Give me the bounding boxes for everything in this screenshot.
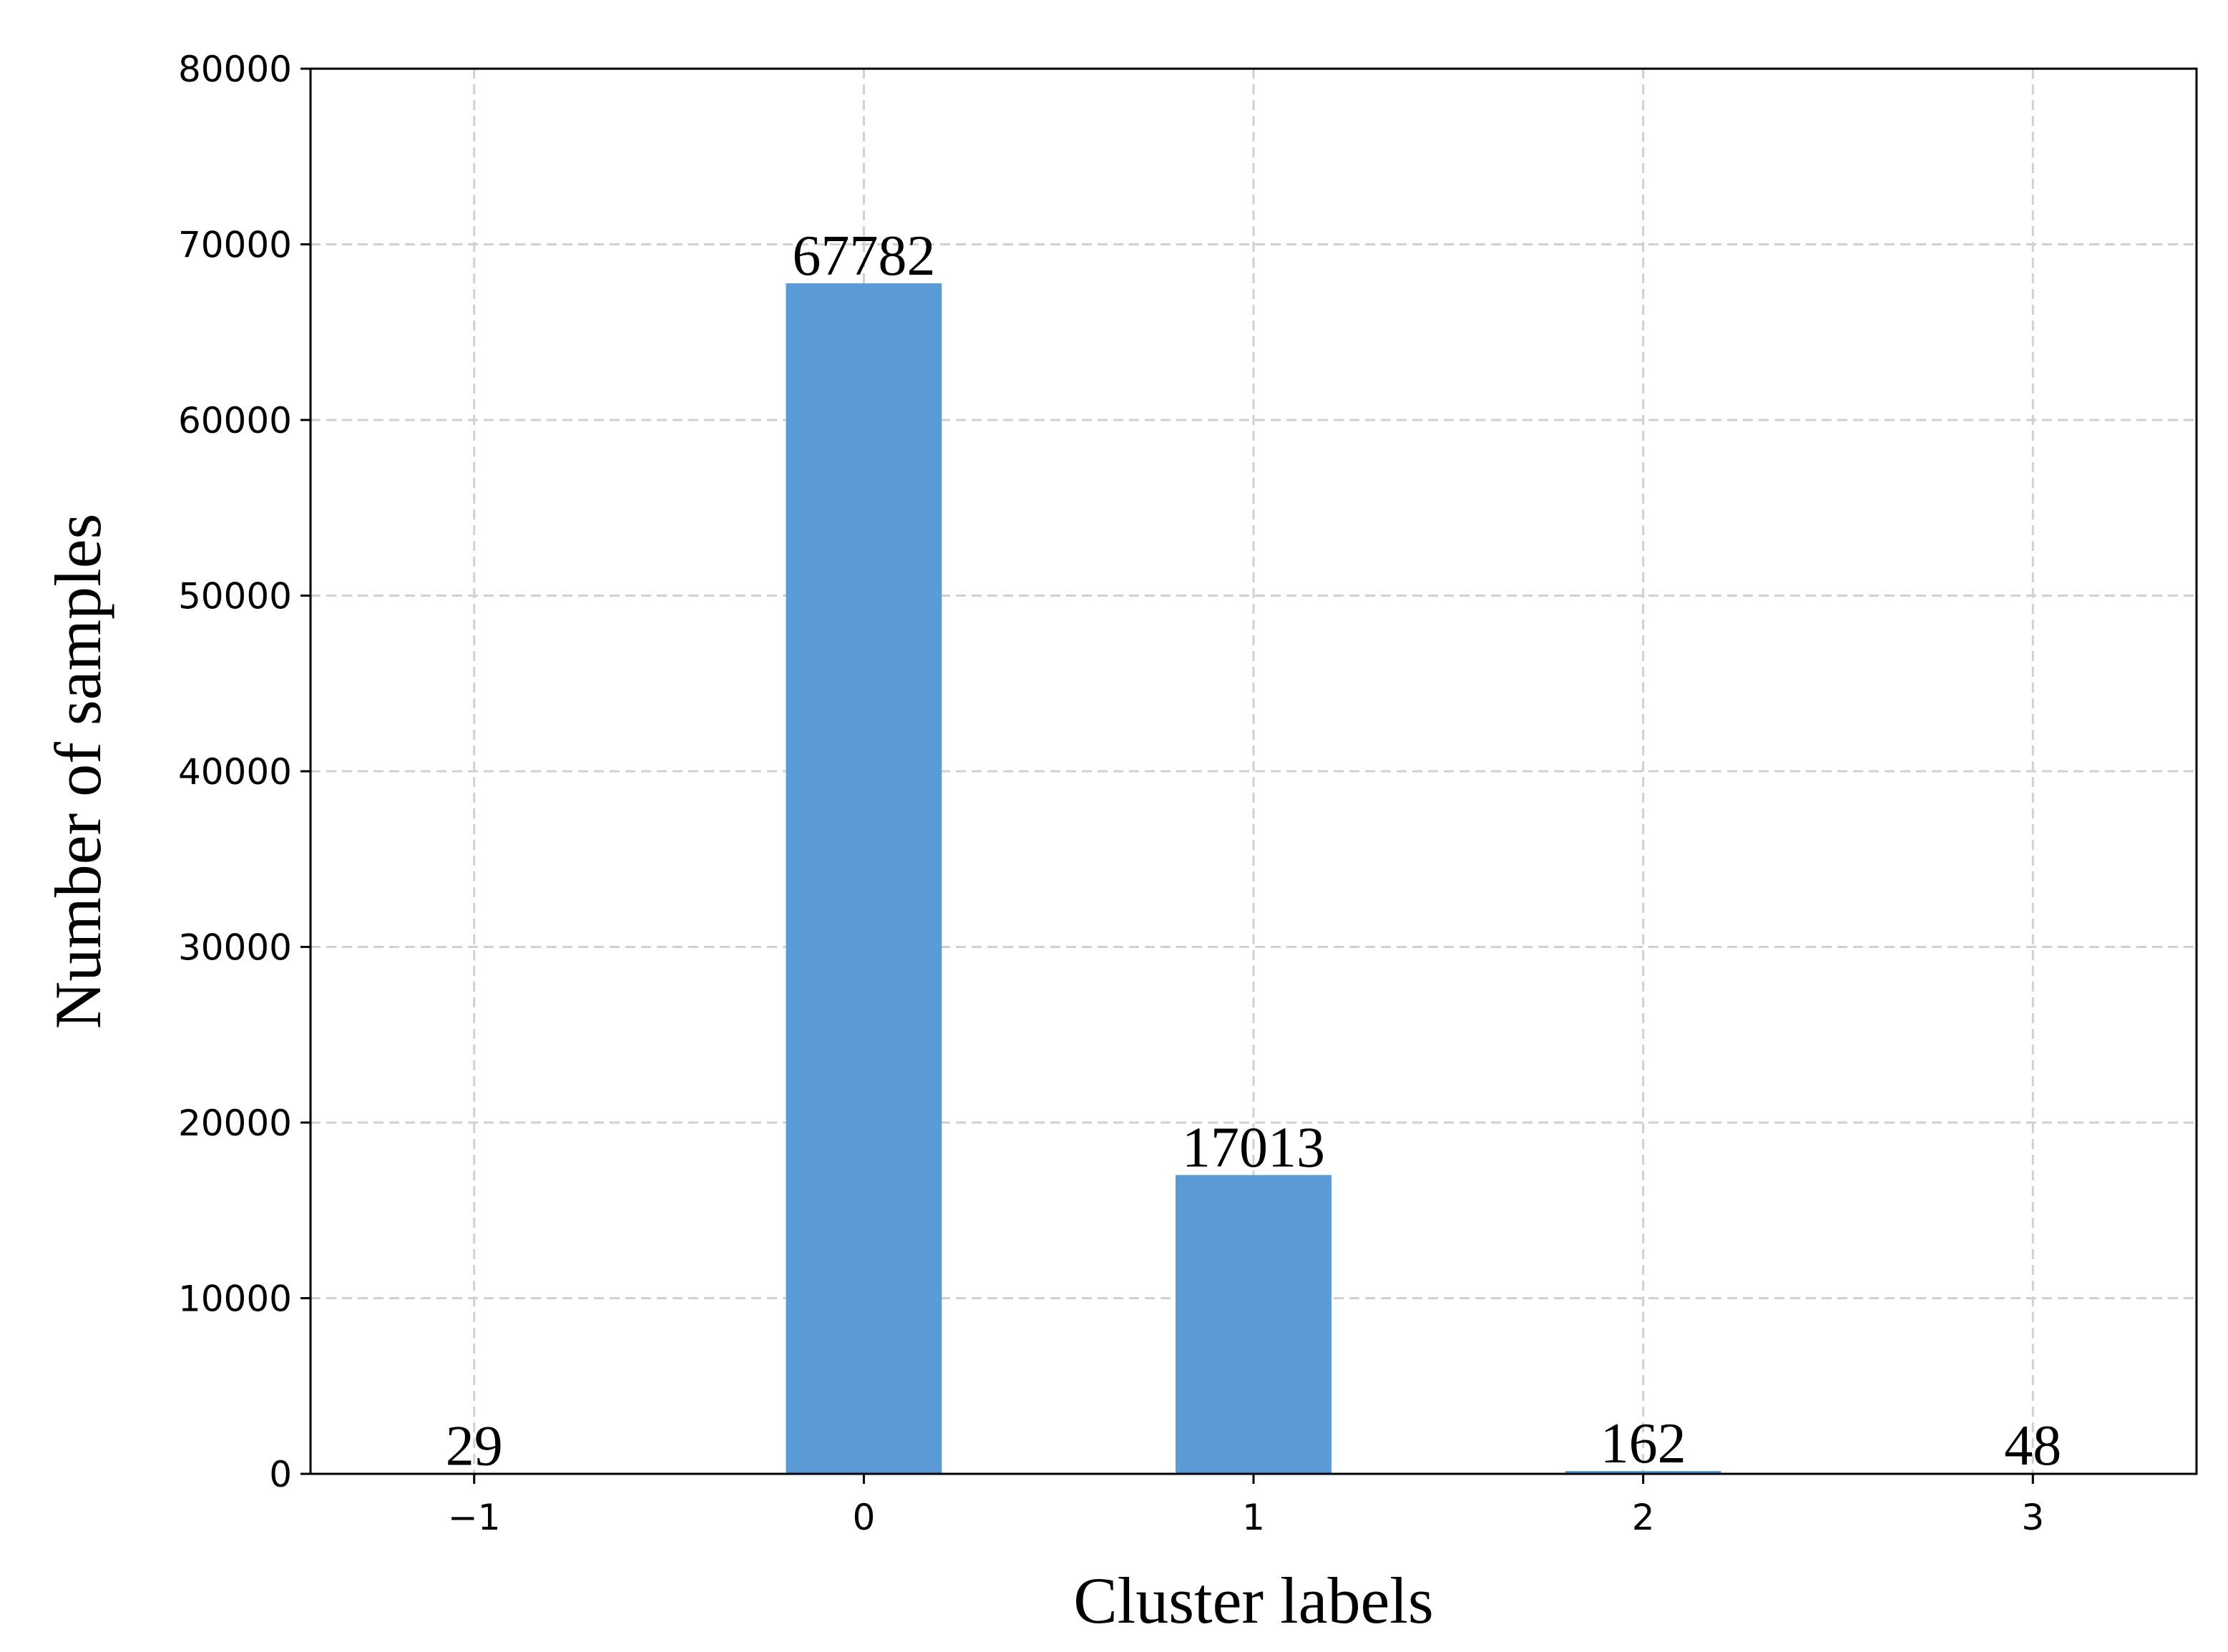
data-label: 67782 — [792, 225, 935, 288]
y-tick-label: 50000 — [178, 576, 292, 617]
data-label: 162 — [1601, 1412, 1686, 1475]
x-tick-label: 2 — [1632, 1497, 1655, 1538]
x-tick-label: 3 — [2021, 1497, 2044, 1538]
x-axis-label: Cluster labels — [1073, 1564, 1433, 1637]
bar — [786, 283, 942, 1474]
y-tick-label: 30000 — [178, 927, 292, 969]
bar — [1176, 1175, 1332, 1474]
data-label: 17013 — [1182, 1116, 1325, 1179]
data-label: 48 — [2004, 1414, 2061, 1477]
y-tick-label: 40000 — [178, 751, 292, 793]
y-tick-label: 80000 — [178, 49, 292, 90]
x-tick-label: −1 — [448, 1497, 501, 1538]
y-tick-label: 10000 — [178, 1279, 292, 1320]
y-tick-label: 60000 — [178, 400, 292, 441]
data-label: 29 — [446, 1414, 503, 1477]
x-tick-label: 1 — [1242, 1497, 1265, 1538]
y-tick-label: 70000 — [178, 225, 292, 266]
y-tick-label: 20000 — [178, 1103, 292, 1144]
bar — [1565, 1471, 1721, 1474]
y-axis-label: Number of samples — [41, 514, 114, 1030]
y-tick-label: 0 — [269, 1454, 292, 1495]
x-tick-label: 0 — [852, 1497, 875, 1538]
